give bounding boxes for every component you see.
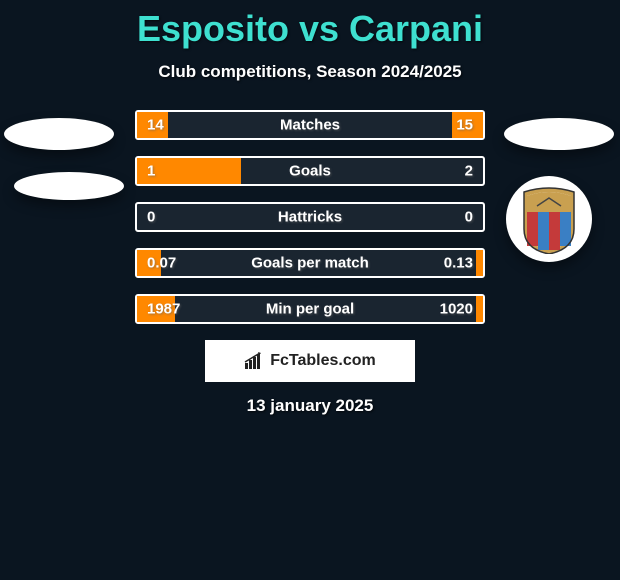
stat-row: 1 2 Goals xyxy=(135,156,485,186)
stat-value-left: 1987 xyxy=(147,301,180,318)
stat-value-left: 1 xyxy=(147,163,155,180)
stat-value-left: 14 xyxy=(147,117,164,134)
player-right-avatar xyxy=(504,118,614,150)
bar-chart-icon xyxy=(244,352,266,370)
stat-value-right: 1020 xyxy=(440,301,473,318)
comparison-subtitle: Club competitions, Season 2024/2025 xyxy=(0,62,620,82)
stat-label: Hattricks xyxy=(278,209,342,226)
stat-label: Goals xyxy=(289,163,331,180)
stat-value-left: 0.07 xyxy=(147,255,176,272)
shield-icon xyxy=(519,184,579,254)
stat-value-right: 0 xyxy=(465,209,473,226)
player-left-avatar-1 xyxy=(4,118,114,150)
club-logo xyxy=(506,176,592,262)
stat-row: 0.07 0.13 Goals per match xyxy=(135,248,485,278)
stat-bar-right xyxy=(476,250,483,276)
player-left-avatar-2 xyxy=(14,172,124,200)
stat-value-right: 15 xyxy=(456,117,473,134)
stats-area: 14 15 Matches 1 2 Goals 0 0 Hattricks 0.07 0.13 Goa… xyxy=(0,110,620,324)
stat-label: Min per goal xyxy=(266,301,354,318)
stat-bar-right xyxy=(476,296,483,322)
stat-value-left: 0 xyxy=(147,209,155,226)
stat-value-right: 0.13 xyxy=(444,255,473,272)
stat-row: 0 0 Hattricks xyxy=(135,202,485,232)
comparison-title: Esposito vs Carpani xyxy=(0,8,620,50)
stat-row: 1987 1020 Min per goal xyxy=(135,294,485,324)
snapshot-date: 13 january 2025 xyxy=(0,396,620,416)
footer-brand-text: FcTables.com xyxy=(270,352,376,370)
stat-value-right: 2 xyxy=(465,163,473,180)
footer-brand[interactable]: FcTables.com xyxy=(205,340,415,382)
stat-label: Matches xyxy=(280,117,340,134)
stat-label: Goals per match xyxy=(251,255,369,272)
stat-row: 14 15 Matches xyxy=(135,110,485,140)
